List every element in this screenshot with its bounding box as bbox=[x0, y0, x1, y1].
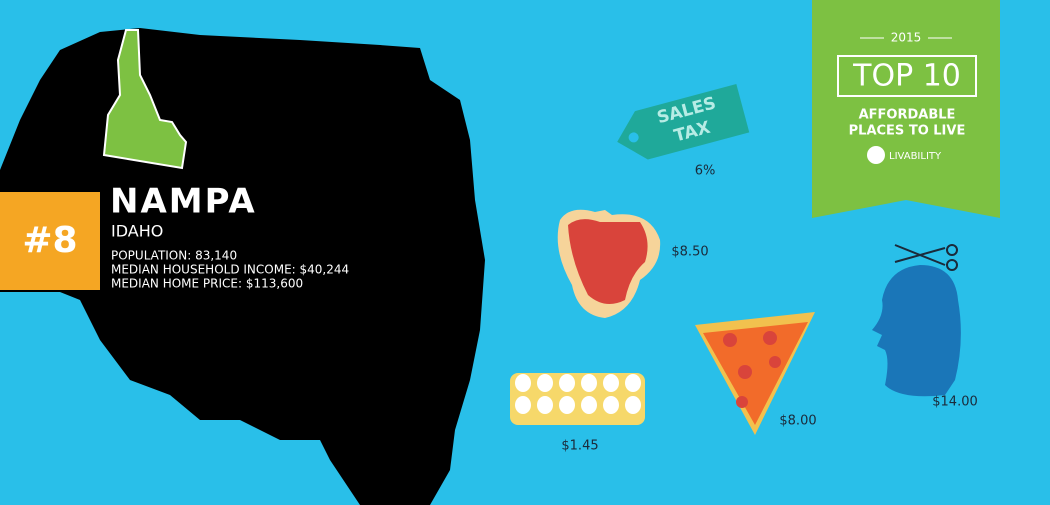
pepperoni bbox=[723, 331, 781, 408]
badge-year: 2015 bbox=[891, 31, 922, 45]
haircut-icon bbox=[872, 265, 961, 397]
tag bbox=[617, 84, 750, 160]
tag-hole bbox=[628, 132, 639, 143]
brand-logo bbox=[867, 146, 885, 164]
steak-meat bbox=[568, 219, 648, 304]
brand: LIVABILITY bbox=[889, 151, 942, 162]
pizza-price: $8.00 bbox=[779, 414, 816, 429]
rank: #8 bbox=[22, 220, 77, 261]
stat: MEDIAN HOUSEHOLD INCOME: $40,244 bbox=[111, 263, 349, 277]
haircut-price: $14.00 bbox=[932, 395, 978, 410]
stat: MEDIAN HOME PRICE: $113,600 bbox=[111, 277, 303, 291]
city-name: NAMPA bbox=[110, 182, 257, 222]
rank-box bbox=[0, 192, 100, 290]
badge-title: TOP 10 bbox=[852, 59, 961, 94]
steak-price: $8.50 bbox=[671, 245, 708, 260]
sales-tax-value: 6% bbox=[695, 164, 716, 179]
stat: POPULATION: 83,140 bbox=[111, 249, 237, 263]
badge-subtitle: AFFORDABLE bbox=[859, 108, 956, 123]
scissors bbox=[894, 244, 958, 271]
badge-frame bbox=[837, 55, 977, 97]
badge bbox=[812, 0, 1000, 218]
idaho-state bbox=[102, 29, 188, 170]
state-name: IDAHO bbox=[111, 222, 163, 241]
sales-tax-tag: SALES TAX bbox=[617, 84, 750, 160]
eggs-price: $1.45 bbox=[561, 439, 598, 454]
badge-subtitle: PLACES TO LIVE bbox=[849, 124, 966, 139]
pizza-icon bbox=[703, 322, 808, 425]
eggs bbox=[515, 374, 641, 414]
